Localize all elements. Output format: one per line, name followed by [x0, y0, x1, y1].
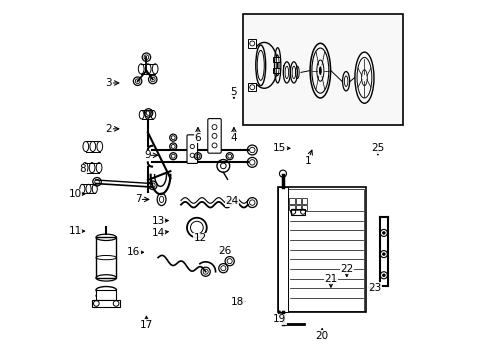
Bar [248, 39, 256, 48]
Bar [242, 14, 403, 125]
Bar [295, 205, 300, 210]
Bar [289, 205, 294, 210]
Text: 3: 3 [105, 78, 112, 88]
Bar [272, 68, 280, 73]
Text: 17: 17 [140, 320, 153, 330]
Bar [92, 300, 120, 307]
Text: 12: 12 [193, 233, 206, 243]
Text: 15: 15 [273, 143, 286, 153]
Bar [278, 187, 365, 312]
Text: 22: 22 [340, 264, 353, 274]
Text: 24: 24 [225, 196, 238, 206]
Text: 10: 10 [68, 189, 81, 199]
Text: 14: 14 [151, 228, 164, 238]
Circle shape [381, 274, 385, 277]
Text: 8: 8 [80, 165, 86, 174]
Text: 2: 2 [105, 124, 112, 134]
Bar [278, 187, 287, 312]
Text: 20: 20 [315, 331, 328, 341]
Text: 25: 25 [370, 143, 384, 153]
Bar [280, 189, 363, 311]
Text: 7: 7 [135, 194, 142, 204]
Bar [295, 198, 300, 204]
Circle shape [381, 231, 385, 235]
Bar [248, 83, 256, 91]
Text: 13: 13 [151, 216, 164, 226]
Bar [272, 57, 280, 62]
Bar [302, 198, 306, 204]
Bar [302, 205, 306, 210]
Text: 6: 6 [194, 133, 201, 143]
Text: 16: 16 [126, 247, 140, 257]
FancyBboxPatch shape [207, 118, 221, 153]
Text: 21: 21 [324, 274, 337, 284]
FancyBboxPatch shape [186, 135, 197, 163]
Text: 9: 9 [144, 150, 150, 160]
Text: 26: 26 [218, 246, 231, 256]
Bar [96, 237, 116, 278]
Circle shape [381, 252, 385, 256]
Bar [289, 198, 294, 204]
Ellipse shape [318, 66, 321, 75]
Text: 11: 11 [68, 226, 81, 236]
Text: 5: 5 [230, 87, 237, 97]
Bar [290, 209, 305, 215]
Bar [96, 290, 116, 300]
Text: 1: 1 [304, 156, 311, 166]
Text: 23: 23 [367, 283, 381, 293]
Text: 18: 18 [230, 297, 244, 307]
Text: 19: 19 [273, 314, 286, 324]
Text: 4: 4 [230, 133, 237, 143]
